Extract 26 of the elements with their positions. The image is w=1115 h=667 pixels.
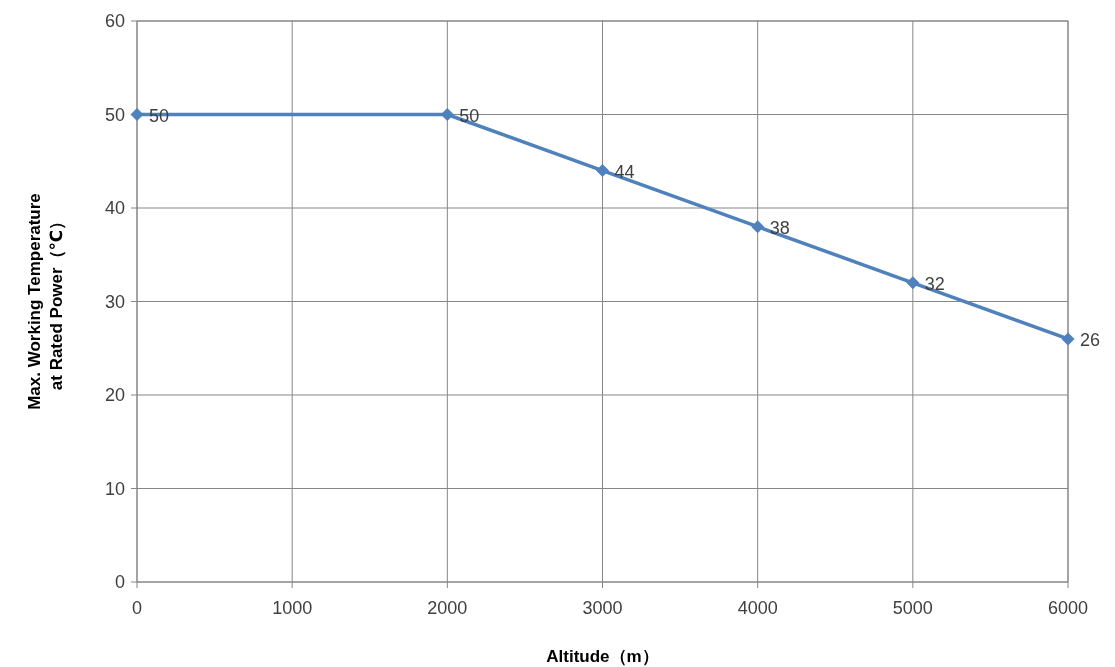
- point: [1061, 332, 1075, 346]
- y-tick-label: 0: [114, 572, 125, 592]
- point: [130, 108, 144, 121]
- point: [751, 220, 765, 234]
- x-tick-label: 4000: [737, 598, 778, 618]
- y-axis-title: Max. Working Temperature at Rated Power（℃）: [25, 193, 66, 410]
- x-tick-label: 6000: [1047, 598, 1089, 618]
- point: [906, 276, 920, 290]
- y-tick-label: 10: [104, 478, 125, 499]
- data-label: 44: [614, 161, 635, 182]
- y-tick-label: 30: [104, 291, 125, 312]
- y-tick-label: 40: [104, 198, 125, 218]
- y-tick-label: 60: [104, 11, 125, 31]
- y-tick-label: 20: [104, 385, 125, 405]
- point: [440, 108, 454, 121]
- x-tick-label: 5000: [892, 598, 933, 618]
- x-tick-label: 3000: [582, 598, 623, 618]
- point: [596, 164, 609, 178]
- y-tick-label: 50: [104, 104, 125, 125]
- x-tick-label: 1000: [272, 598, 313, 618]
- x-axis-title: Altitude（m）: [546, 647, 659, 666]
- data-label: 38: [769, 217, 790, 238]
- x-tick-label: 2000: [427, 598, 468, 618]
- x-tick-label: 0: [131, 598, 143, 618]
- data-label: 26: [1080, 329, 1101, 350]
- data-label: 32: [924, 273, 945, 294]
